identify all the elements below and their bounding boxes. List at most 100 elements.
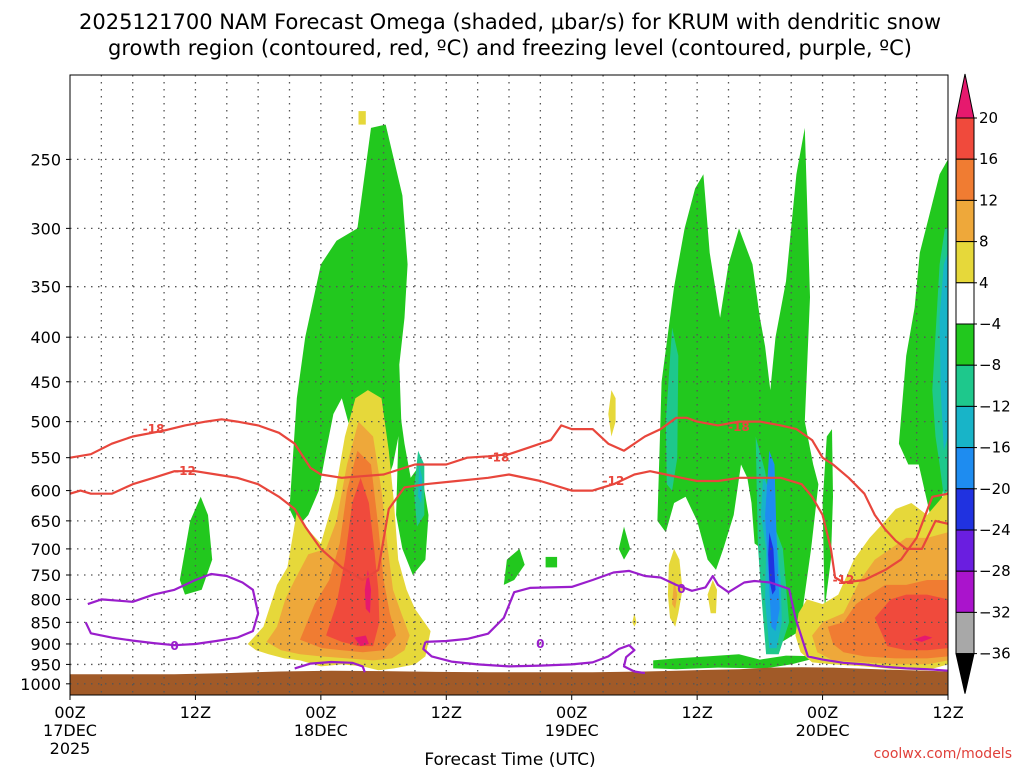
colorbar-bin-7 bbox=[955, 364, 975, 407]
y-tick-label: 1000 bbox=[20, 675, 61, 694]
omega-region-19 bbox=[358, 111, 366, 125]
contour-line-0 bbox=[70, 416, 948, 551]
colorbar-bin-13 bbox=[955, 611, 975, 655]
colorbar-bin-4 bbox=[955, 241, 975, 284]
omega-region-35 bbox=[912, 635, 933, 642]
omega-region-27 bbox=[632, 613, 637, 627]
y-tick-label: 600 bbox=[30, 482, 61, 501]
colorbar-bin-8 bbox=[955, 405, 975, 449]
x-tick-date: 19DEC bbox=[545, 721, 599, 740]
x-tick-year: 2025 bbox=[50, 739, 91, 758]
colorbar-label: 16 bbox=[979, 150, 998, 168]
title-line-2: growth region (contoured, red, ºC) and f… bbox=[108, 36, 912, 60]
x-tick-label: 12Z bbox=[180, 703, 211, 722]
title-line-1: 2025121700 NAM Forecast Omega (shaded, μ… bbox=[79, 10, 941, 34]
contour-line-3 bbox=[294, 660, 366, 673]
colorbar-bin-12 bbox=[955, 570, 975, 613]
colorbar-legend: 20 16 12 8 4 −4 −8 −12 −16 −20 −24 −28 −32 −36 bbox=[955, 73, 1011, 694]
x-tick-date: 17DEC bbox=[43, 721, 97, 740]
y-tick-label: 650 bbox=[30, 512, 61, 531]
contour-label-2-0: 0 bbox=[170, 639, 178, 653]
y-tick-label: 750 bbox=[30, 566, 61, 585]
x-tick-label: 12Z bbox=[681, 703, 712, 722]
omega-region-2 bbox=[396, 406, 429, 575]
omega-region-29 bbox=[672, 580, 678, 609]
omega-region-8 bbox=[653, 654, 823, 670]
omega-region-15 bbox=[822, 429, 833, 609]
contour-label-2-1: 0 bbox=[536, 637, 544, 651]
omega-region-30 bbox=[707, 580, 717, 614]
y-tick-label: 900 bbox=[30, 635, 61, 654]
colorbar-label: −24 bbox=[979, 521, 1011, 539]
colorbar-label: −8 bbox=[979, 356, 1001, 374]
colorbar-label: 8 bbox=[979, 233, 989, 251]
y-axis-pressure: 250 300 350 400 450 500 550 600 650 700 750 800 850 9… bbox=[20, 150, 70, 694]
colorbar-label: 12 bbox=[979, 191, 998, 209]
colorbar-label: −12 bbox=[979, 397, 1011, 415]
contour-label-0-2: -18 bbox=[728, 420, 750, 434]
colorbar-label: −16 bbox=[979, 439, 1011, 457]
contour-line-1 bbox=[70, 470, 948, 584]
colorbar-bin-3 bbox=[955, 199, 975, 243]
y-tick-label: 350 bbox=[30, 278, 61, 297]
y-tick-label: 250 bbox=[30, 150, 61, 169]
contour-label-1-2: -12 bbox=[833, 573, 855, 587]
colorbar-bin-6 bbox=[955, 323, 975, 366]
contour-label-1-0: -12 bbox=[174, 464, 196, 478]
x-tick-label: 00Z bbox=[807, 703, 838, 722]
omega-region-5 bbox=[503, 548, 525, 585]
omega-region-26 bbox=[608, 390, 616, 437]
y-tick-label: 400 bbox=[30, 328, 61, 347]
colorbar-bin-10 bbox=[955, 488, 975, 531]
contour-label-2-2: 0 bbox=[677, 582, 685, 596]
contour-label-1-1: -12 bbox=[603, 474, 625, 488]
omega-region-18 bbox=[939, 252, 948, 451]
colorbar-label: −36 bbox=[979, 645, 1011, 663]
y-tick-label: 550 bbox=[30, 449, 61, 468]
colorbar-label: −4 bbox=[979, 315, 1001, 333]
omega-region-14 bbox=[768, 532, 776, 595]
plot-area bbox=[70, 75, 948, 695]
colorbar-bin-5 bbox=[955, 282, 975, 325]
x-tick-label: 12Z bbox=[431, 703, 462, 722]
x-tick-date: 18DEC bbox=[294, 721, 348, 740]
x-axis-label: Forecast Time (UTC) bbox=[424, 750, 595, 768]
colorbar-bin-11 bbox=[955, 529, 975, 572]
temperature-contours: -18 -18 -18 -12 -12 -12 0 0 0 bbox=[70, 416, 948, 675]
colorbar-label: −20 bbox=[979, 480, 1011, 498]
y-tick-label: 950 bbox=[30, 655, 61, 674]
omega-region-9 bbox=[657, 127, 819, 644]
plot-border bbox=[69, 74, 949, 696]
plot-background bbox=[70, 75, 948, 695]
omega-region-13 bbox=[765, 450, 780, 632]
chart-title: 2025121700 NAM Forecast Omega (shaded, μ… bbox=[79, 10, 941, 60]
colorbar-bin-1 bbox=[955, 117, 975, 160]
x-tick-label: 00Z bbox=[54, 703, 85, 722]
colorbar-bottom-arrow bbox=[955, 653, 975, 694]
omega-region-6 bbox=[545, 556, 558, 568]
credit-link[interactable]: coolwx.com/models bbox=[874, 746, 1012, 762]
x-tick-label: 00Z bbox=[556, 703, 587, 722]
x-tick-date: 20DEC bbox=[796, 721, 850, 740]
colorbar-label: −32 bbox=[979, 603, 1011, 621]
y-tick-label: 450 bbox=[30, 373, 61, 392]
contour-label-0-0: -18 bbox=[143, 422, 165, 436]
colorbar-label: 20 bbox=[979, 109, 998, 127]
omega-region-10 bbox=[665, 327, 679, 491]
colorbar-bin-2 bbox=[955, 158, 975, 201]
colorbar-bin-9 bbox=[955, 447, 975, 490]
colorbar-label: 4 bbox=[979, 274, 989, 292]
y-tick-label: 850 bbox=[30, 613, 61, 632]
y-tick-label: 800 bbox=[30, 590, 61, 609]
y-tick-label: 500 bbox=[30, 413, 61, 432]
colorbar-top-arrow bbox=[955, 73, 975, 119]
omega-region-7 bbox=[618, 526, 631, 560]
plot-frame bbox=[69, 74, 949, 696]
x-tick-label: 12Z bbox=[932, 703, 963, 722]
contour-line-2 bbox=[84, 572, 260, 647]
y-tick-label: 700 bbox=[30, 540, 61, 559]
x-tick-label: 00Z bbox=[305, 703, 336, 722]
contour-line-4 bbox=[425, 569, 948, 672]
